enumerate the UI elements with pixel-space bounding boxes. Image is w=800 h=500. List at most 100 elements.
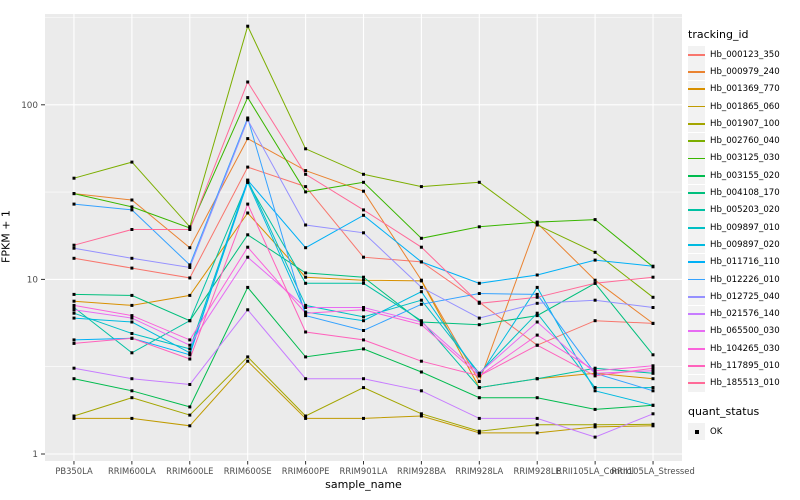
data-point [130, 228, 134, 231]
data-point [130, 266, 134, 270]
data-point [304, 377, 308, 381]
data-point [72, 366, 76, 370]
y-tick-labels: 1 10 100 [21, 101, 38, 460]
data-point [246, 116, 250, 120]
data-point [651, 389, 655, 393]
data-point [593, 258, 597, 262]
data-point [419, 323, 423, 327]
data-point [419, 359, 423, 363]
legend-key-box [688, 98, 705, 116]
data-point [72, 243, 76, 247]
data-point [246, 245, 250, 249]
line-swatch-icon [688, 330, 705, 333]
legend-key-box [688, 63, 705, 81]
legend-item-quant-status: OK [688, 423, 800, 441]
shape-legend-title: quant_status [688, 404, 760, 418]
data-point [72, 256, 76, 260]
data-point [246, 137, 250, 141]
data-point [651, 403, 655, 407]
data-point [477, 396, 481, 400]
legend-label: Hb_001907_100 [710, 118, 780, 129]
legend-key-box [688, 253, 705, 271]
data-point [651, 369, 655, 373]
x-axis-title: sample_name [325, 478, 402, 491]
data-point [535, 292, 539, 296]
data-point [304, 306, 308, 309]
data-point [246, 118, 250, 122]
data-point [130, 198, 134, 202]
data-point [130, 208, 134, 212]
data-point [651, 353, 655, 357]
data-point [130, 293, 134, 297]
data-point [362, 275, 365, 279]
data-point [651, 371, 655, 375]
data-point [304, 355, 308, 359]
legend-item-Hb_117895_010: Hb_117895_010 [688, 357, 800, 375]
legend-item-Hb_012226_010: Hb_012226_010 [688, 271, 800, 288]
data-point [72, 292, 76, 296]
data-point [130, 205, 134, 209]
data-point [72, 246, 76, 250]
data-point [477, 386, 481, 390]
line-swatch-icon [688, 278, 705, 281]
data-point [304, 223, 308, 227]
legend-key-box [688, 201, 705, 219]
data-point [72, 338, 76, 342]
data-point [593, 425, 597, 429]
line-swatch-icon [688, 88, 705, 91]
data-point [419, 302, 423, 306]
legend: tracking_id Hb_000123_350 Hb_000979_240 Hb… [688, 28, 800, 441]
data-point [535, 314, 539, 318]
data-point [246, 285, 250, 289]
data-point [362, 377, 365, 381]
legend-key-box [688, 305, 705, 323]
data-point [72, 202, 76, 206]
legend-label: Hb_009897_020 [710, 239, 780, 250]
legend-key-box [688, 149, 705, 167]
data-point [188, 319, 192, 323]
data-point [651, 377, 655, 381]
legend-key-box [688, 167, 705, 185]
data-point [651, 306, 655, 309]
data-point [130, 336, 134, 340]
data-point [72, 176, 76, 180]
legend-item-Hb_021576_140: Hb_021576_140 [688, 305, 800, 323]
data-point [246, 24, 250, 28]
data-point [188, 293, 192, 297]
data-point [419, 389, 423, 393]
line-swatch-icon [688, 261, 705, 264]
data-point [188, 413, 192, 417]
data-point [593, 423, 597, 427]
data-point [362, 189, 365, 193]
data-point [419, 290, 423, 294]
data-point [419, 185, 423, 189]
data-point [362, 308, 365, 312]
data-point [477, 316, 481, 320]
legend-item-Hb_002760_040: Hb_002760_040 [688, 132, 800, 150]
legend-item-Hb_003125_030: Hb_003125_030 [688, 149, 800, 167]
data-point [535, 377, 539, 381]
data-point [419, 236, 423, 240]
data-point [362, 338, 365, 342]
data-point [419, 370, 423, 374]
data-point [188, 351, 192, 355]
line-swatch-icon [688, 313, 705, 315]
data-point [477, 429, 481, 433]
data-point [362, 306, 365, 309]
data-point [72, 308, 76, 312]
data-point [535, 311, 539, 315]
data-point [72, 306, 76, 309]
color-legend-items: Hb_000123_350 Hb_000979_240 Hb_001369_770 H… [688, 46, 800, 392]
legend-key-box [688, 115, 705, 133]
data-point [304, 172, 308, 176]
svg-text:1: 1 [32, 450, 38, 460]
data-point [593, 374, 597, 378]
legend-item-Hb_104265_030: Hb_104265_030 [688, 340, 800, 358]
data-point [535, 423, 539, 427]
data-point [593, 218, 597, 222]
svg-text:RRIM600LA: RRIM600LA [108, 466, 156, 476]
data-point [419, 412, 423, 416]
data-point [535, 223, 539, 227]
data-point [362, 255, 365, 259]
svg-text:RRIM600SE: RRIM600SE [224, 466, 272, 476]
